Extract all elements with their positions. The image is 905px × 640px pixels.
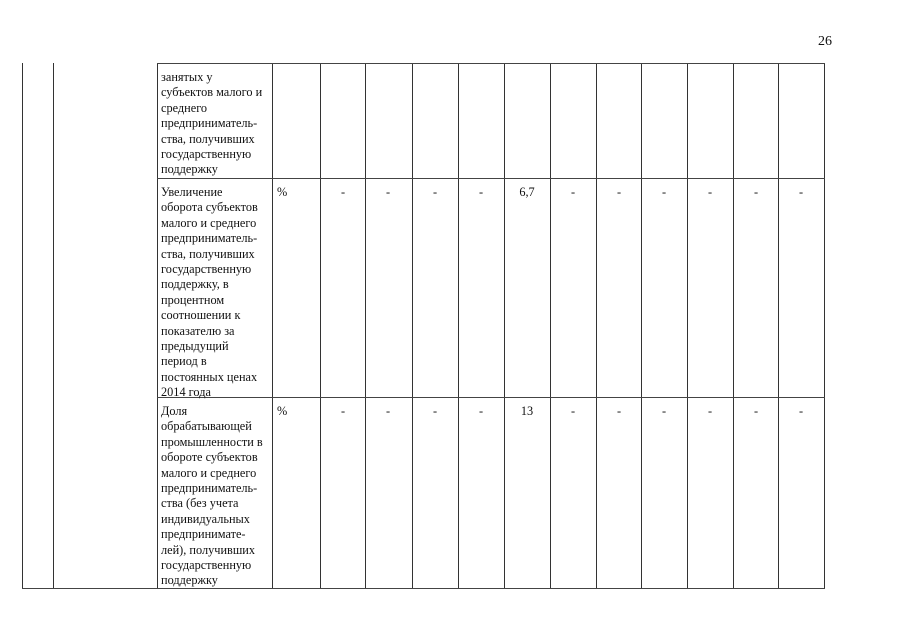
value-cell: 13 <box>520 404 534 418</box>
column-line <box>22 63 23 589</box>
column-line <box>641 63 642 589</box>
value-cell: - <box>661 404 667 418</box>
row-line <box>157 397 825 398</box>
row-line <box>157 63 825 64</box>
value-cell: - <box>616 185 622 199</box>
column-line <box>550 63 551 589</box>
column-line <box>824 63 825 589</box>
row-line <box>157 178 825 179</box>
value-cell: - <box>478 404 484 418</box>
column-line <box>272 63 273 589</box>
column-line <box>778 63 779 589</box>
value-cell: 6,7 <box>519 185 535 199</box>
value-cell: - <box>707 185 713 199</box>
column-line <box>687 63 688 589</box>
column-line <box>504 63 505 589</box>
column-line <box>320 63 321 589</box>
column-line <box>53 63 54 589</box>
value-cell: - <box>753 185 759 199</box>
unit-cell: % <box>277 404 288 418</box>
value-cell: - <box>432 185 438 199</box>
value-cell: - <box>385 185 391 199</box>
column-line <box>596 63 597 589</box>
value-cell: - <box>661 185 667 199</box>
page-number: 26 <box>818 34 832 49</box>
value-cell: - <box>385 404 391 418</box>
column-line <box>733 63 734 589</box>
column-line <box>458 63 459 589</box>
value-cell: - <box>707 404 713 418</box>
value-cell: - <box>340 185 346 199</box>
value-cell: - <box>570 185 576 199</box>
indicator-name: Увеличение оборота субъектов малого и ср… <box>161 185 258 400</box>
indicator-name: Доля обрабатывающей промышленности в обо… <box>161 404 263 588</box>
indicator-name: занятых у субъектов малого и среднего пр… <box>161 70 263 177</box>
column-line <box>365 63 366 589</box>
value-cell: - <box>340 404 346 418</box>
column-line <box>412 63 413 589</box>
value-cell: - <box>798 404 804 418</box>
value-cell: - <box>798 185 804 199</box>
value-cell: - <box>616 404 622 418</box>
value-cell: - <box>570 404 576 418</box>
row-line <box>22 588 825 589</box>
value-cell: - <box>478 185 484 199</box>
value-cell: - <box>432 404 438 418</box>
value-cell: - <box>753 404 759 418</box>
column-line <box>157 63 158 589</box>
unit-cell: % <box>277 185 288 199</box>
